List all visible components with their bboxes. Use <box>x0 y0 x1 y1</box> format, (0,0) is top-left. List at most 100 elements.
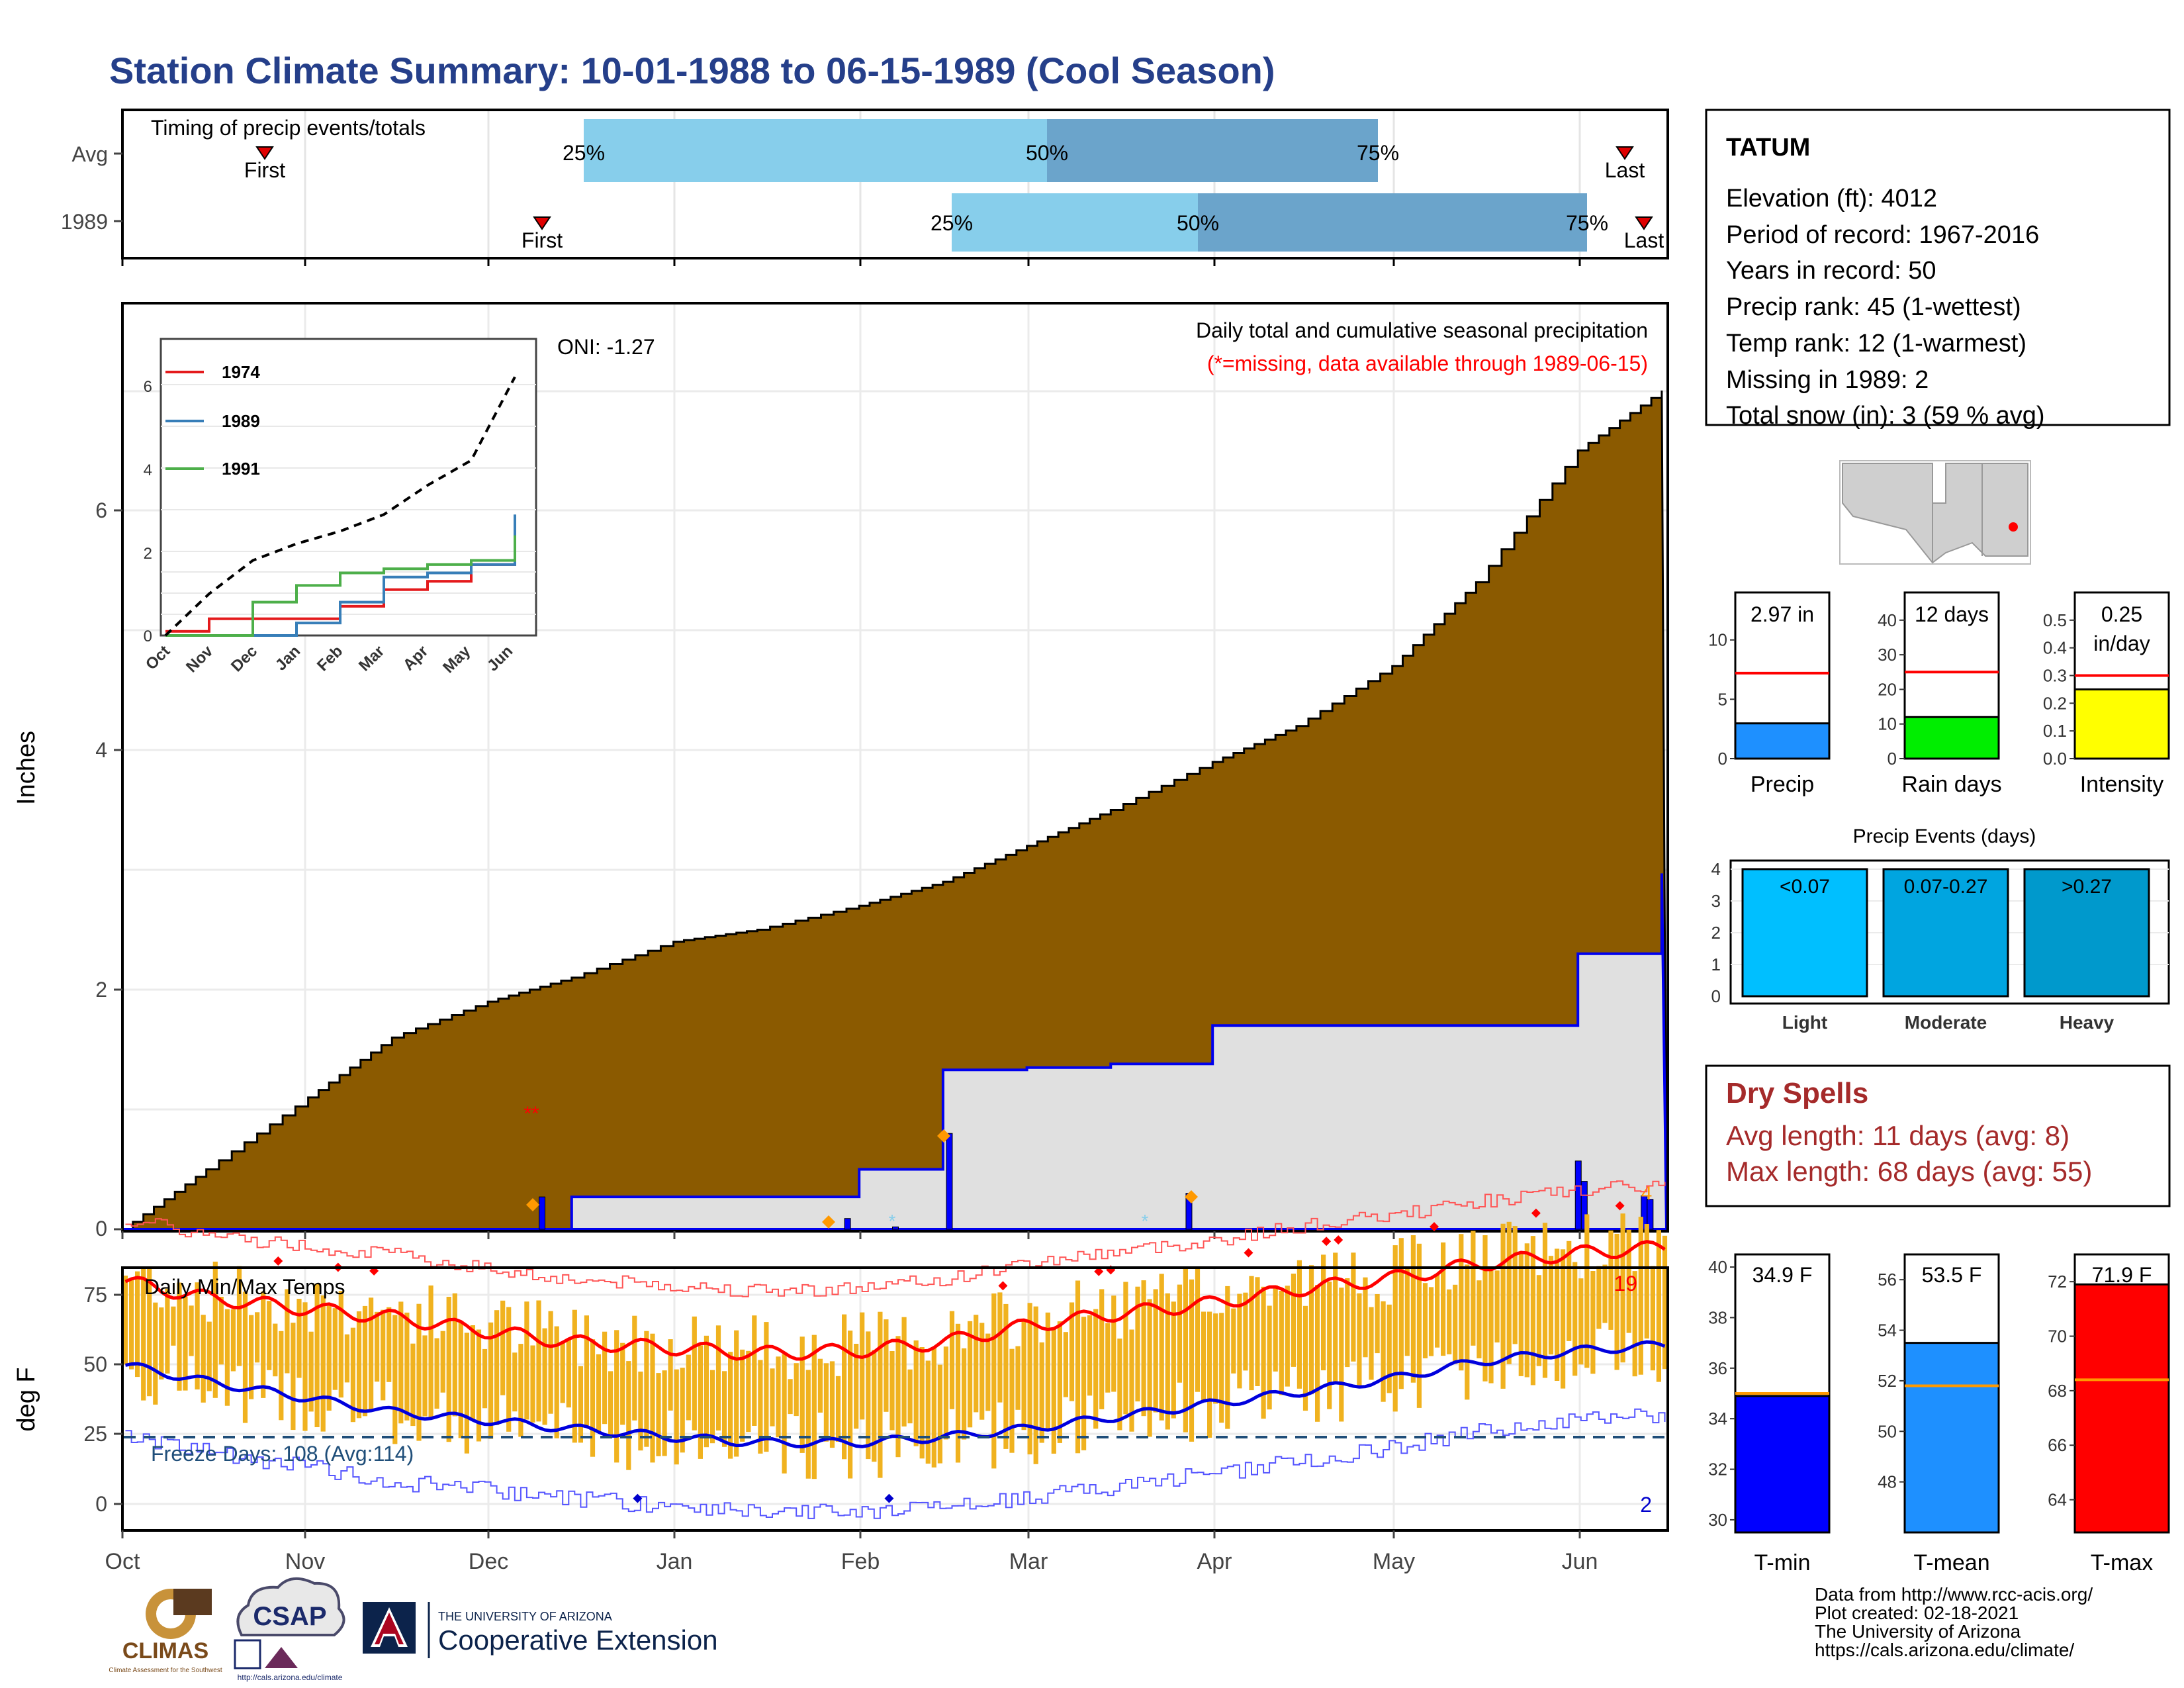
daily-temp-bar <box>1249 1276 1254 1391</box>
temp-bar-ytick: 48 <box>1878 1472 1897 1492</box>
temp-bar-ytick: 32 <box>1708 1460 1727 1479</box>
daily-temp-bar <box>482 1348 488 1409</box>
daily-temp-bar <box>326 1305 332 1411</box>
timing-year-first-marker <box>533 216 551 230</box>
daily-temp-bar <box>458 1321 463 1438</box>
daily-temp-bar <box>147 1268 152 1397</box>
daily-temp-bar <box>931 1347 936 1468</box>
credit-line: https://cals.arizona.edu/climate/ <box>1815 1640 2074 1660</box>
event-bar-range: >0.27 <box>2062 876 2112 898</box>
svg-text:*: * <box>889 1211 896 1231</box>
daily-temp-bar <box>1129 1329 1134 1432</box>
daily-temp-bar <box>1063 1332 1068 1397</box>
daily-temp-bar <box>764 1322 769 1452</box>
daily-temp-bar <box>536 1300 541 1422</box>
temp-bar-ytick: 30 <box>1708 1510 1727 1530</box>
svg-text:Dec: Dec <box>469 1549 508 1574</box>
station-line: Total snow (in): 3 (59 % avg) <box>1726 402 2045 430</box>
daily-temp-bar <box>1369 1307 1374 1380</box>
page-title: Station Climate Summary: 10-01-1988 to 0… <box>109 50 1275 91</box>
daily-temp-bar <box>267 1301 272 1370</box>
daily-temp-bar <box>692 1316 697 1430</box>
season-bar-ytick: 0.2 <box>2043 693 2067 713</box>
station-location-dot <box>2009 522 2018 532</box>
svg-text:Oct: Oct <box>105 1549 140 1574</box>
daily-temp-bar <box>1075 1280 1081 1454</box>
precip-events-chart: Precip Events (days) <0.07 0.07-0.27 >0.27… <box>1711 825 2170 1033</box>
daily-temp-bar <box>1261 1286 1266 1419</box>
svg-text:0: 0 <box>95 1492 107 1516</box>
temp-bar-ytick: 52 <box>1878 1371 1897 1391</box>
daily-temp-bar <box>1159 1274 1164 1421</box>
daily-temp-bar <box>189 1305 194 1356</box>
daily-temp-bar <box>1015 1346 1021 1410</box>
record-high-marker <box>1615 1201 1625 1211</box>
svg-text:*: * <box>1142 1211 1149 1231</box>
daily-temp-bar <box>901 1317 907 1427</box>
daily-temp-bar <box>476 1329 482 1442</box>
station-line: Temp rank: 12 (1-warmest) <box>1726 330 2026 357</box>
precip-ylabel: Inches <box>13 731 40 805</box>
daily-temp-bar <box>1542 1223 1548 1378</box>
record-min-line <box>125 1408 1666 1519</box>
daily-temp-bar <box>1471 1231 1476 1346</box>
daily-temp-bar <box>1441 1242 1446 1356</box>
daily-temp-bar <box>1530 1236 1535 1385</box>
daily-temp-bar <box>782 1354 787 1474</box>
daily-temp-bar <box>242 1291 248 1423</box>
ua-small-text: THE UNIVERSITY OF ARIZONA <box>438 1610 612 1623</box>
daily-temp-bar <box>1363 1277 1368 1358</box>
timing-avg-last-marker <box>1615 146 1634 160</box>
temp-bar-value-label: 53.5 F <box>1922 1263 1982 1287</box>
timing-avg-bar-early <box>584 119 1047 182</box>
daily-temp-bar <box>1267 1305 1272 1410</box>
season-bar-ytick: 0 <box>1718 749 1727 769</box>
daily-temp-bar <box>356 1311 362 1419</box>
daily-temp-bar <box>1243 1292 1248 1371</box>
daily-temp-bar <box>165 1288 170 1374</box>
daily-temp-bar <box>1099 1289 1105 1409</box>
temp-bar-ytick: 50 <box>1878 1421 1897 1441</box>
daily-temp-bar <box>1171 1301 1176 1419</box>
daily-temp-bar <box>1213 1313 1218 1404</box>
daily-temp-bar <box>1387 1304 1392 1393</box>
daily-temp-bar <box>434 1338 439 1409</box>
daily-temp-bars <box>122 1213 1668 1479</box>
timing-avg-p50: 50% <box>1026 141 1068 165</box>
daily-temp-bar <box>860 1312 865 1420</box>
daily-temp-bar <box>1518 1252 1524 1376</box>
daily-temp-bar <box>1453 1284 1458 1364</box>
daily-temp-bar <box>416 1303 422 1441</box>
station-name: TATUM <box>1726 134 1810 162</box>
svg-text:2: 2 <box>144 545 152 563</box>
daily-temp-bar <box>799 1336 805 1453</box>
daily-temp-bar <box>949 1311 955 1409</box>
temp-bar-value <box>2073 1283 2170 1534</box>
season-bar-value <box>2073 688 2170 760</box>
daily-temp-bar <box>1219 1313 1224 1423</box>
record-high-marker <box>1430 1222 1439 1232</box>
timing-year-first-label: First <box>522 228 563 252</box>
daily-temp-bar <box>1608 1230 1614 1330</box>
daily-temp-bar <box>236 1266 242 1366</box>
season-bar-value-label: 12 days <box>1915 602 1989 626</box>
daily-temp-bar <box>907 1369 913 1424</box>
daily-temp-bar <box>392 1315 398 1444</box>
daily-temp-bar <box>626 1361 631 1470</box>
avg-min-line <box>125 1340 1666 1449</box>
daily-temp-bar <box>854 1344 859 1429</box>
season-cumulative-area <box>122 873 1668 1231</box>
daily-temp-bar <box>566 1338 571 1408</box>
daily-temp-bar <box>680 1368 685 1453</box>
precip-events-title: Precip Events (days) <box>1853 825 2036 847</box>
daily-temp-bar <box>1027 1303 1032 1455</box>
daily-temp-bar <box>1435 1274 1440 1348</box>
daily-temp-bar <box>722 1371 727 1447</box>
daily-temp-bar <box>398 1301 404 1424</box>
station-line: Precip rank: 45 (1-wettest) <box>1726 293 2021 321</box>
daily-temp-bar <box>715 1325 721 1430</box>
station-line: Elevation (ft): 4012 <box>1726 185 1937 212</box>
svg-text:1: 1 <box>1711 955 1721 974</box>
timing-year-bar-early <box>952 193 1198 252</box>
daily-temp-bar <box>1153 1289 1158 1413</box>
